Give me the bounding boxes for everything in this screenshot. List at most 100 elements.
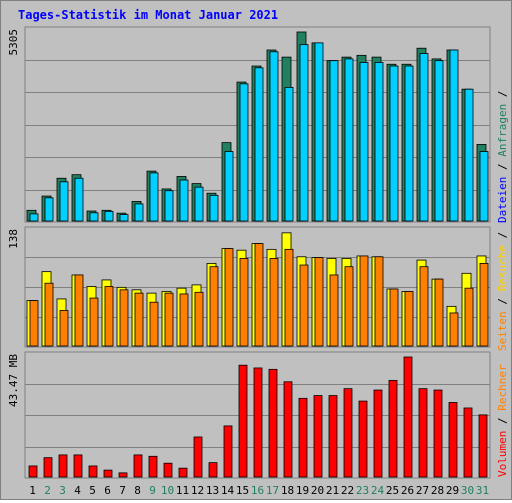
chart-title: Tages-Statistik im Monat Januar 2021 <box>18 8 278 22</box>
side-legend-separator: / <box>496 411 509 431</box>
x-tick-label: 20 <box>311 484 324 497</box>
bar-seiten-day-4 <box>74 274 84 347</box>
x-tick-label: 18 <box>281 484 294 497</box>
bar-dateien-day-12 <box>194 186 204 222</box>
bar-seiten-day-9 <box>149 301 159 347</box>
bar-volumen-day-6 <box>103 469 113 478</box>
x-tick-label: 13 <box>206 484 219 497</box>
side-legend-separator: / <box>496 91 509 104</box>
x-tick-label: 9 <box>149 484 156 497</box>
bar-dateien-day-30 <box>464 88 474 222</box>
x-tick-label: 4 <box>74 484 81 497</box>
bar-volumen-day-8 <box>133 454 143 478</box>
bar-seiten-day-31 <box>479 262 489 347</box>
side-legend-primary: Seiten <box>496 311 509 351</box>
bar-volumen-day-24 <box>373 389 383 478</box>
bar-seiten-day-18 <box>284 248 294 347</box>
side-legend-separator: / <box>496 291 509 311</box>
bar-seiten-day-8 <box>134 292 144 347</box>
bar-volumen-day-2 <box>43 457 53 478</box>
bar-seiten-day-17 <box>269 258 279 347</box>
bar-volumen-day-23 <box>358 400 368 478</box>
x-tick-label: 2 <box>44 484 51 497</box>
bar-seiten-day-5 <box>89 297 99 347</box>
x-tick-label: 1 <box>29 484 36 497</box>
bar-dateien-day-6 <box>104 210 114 222</box>
x-tick-label: 22 <box>341 484 354 497</box>
bar-volumen-day-15 <box>238 364 248 478</box>
x-tick-label: 3 <box>59 484 66 497</box>
bar-seiten-day-11 <box>179 293 189 347</box>
bar-volumen-day-29 <box>448 402 458 478</box>
bar-dateien-day-1 <box>29 213 39 222</box>
bar-seiten-day-22 <box>344 266 354 347</box>
x-tick-label: 8 <box>134 484 141 497</box>
x-tick-label: 17 <box>266 484 279 497</box>
panel-2: 138 Seiten / Besuche / <box>7 226 509 351</box>
bar-volumen-day-13 <box>208 462 218 478</box>
bar-seiten-day-23 <box>359 255 369 347</box>
bar-volumen-day-9 <box>148 455 158 478</box>
bar-volumen-day-14 <box>223 425 233 478</box>
side-legend-secondary: Anfragen <box>496 104 509 157</box>
bar-dateien-day-25 <box>389 65 399 222</box>
bar-volumen-day-25 <box>388 379 398 478</box>
bar-seiten-day-16 <box>254 243 264 347</box>
bar-seiten-day-15 <box>239 258 249 347</box>
bar-volumen-day-28 <box>433 389 443 478</box>
side-legend: Seiten / Besuche / <box>496 232 509 351</box>
bar-volumen-day-17 <box>268 368 278 478</box>
bar-seiten-day-13 <box>209 266 219 347</box>
bar-seiten-day-3 <box>59 310 69 347</box>
x-tick-label: 26 <box>401 484 414 497</box>
bar-dateien-day-3 <box>59 181 69 222</box>
bar-dateien-day-14 <box>224 151 234 222</box>
bar-dateien-day-19 <box>299 44 309 222</box>
bar-seiten-day-2 <box>44 282 54 347</box>
x-tick-label: 14 <box>221 484 235 497</box>
bar-volumen-day-21 <box>328 395 338 478</box>
y-max-label: 138 <box>7 229 20 249</box>
bar-dateien-day-13 <box>209 194 219 222</box>
bar-volumen-day-27 <box>418 388 428 478</box>
side-legend: Volumen / Rechner <box>496 364 509 477</box>
bar-dateien-day-31 <box>479 151 489 222</box>
bar-seiten-day-25 <box>389 288 399 347</box>
bar-dateien-day-4 <box>74 177 84 222</box>
bar-volumen-day-1 <box>28 465 38 478</box>
bar-volumen-day-4 <box>73 454 83 478</box>
side-legend: Dateien / Anfragen / <box>496 91 509 223</box>
bar-volumen-day-18 <box>283 381 293 478</box>
bar-seiten-day-10 <box>164 292 174 347</box>
x-tick-label: 5 <box>89 484 96 497</box>
bar-dateien-day-24 <box>374 62 384 222</box>
bar-seiten-day-27 <box>419 266 429 347</box>
bar-seiten-day-14 <box>224 248 234 347</box>
x-tick-label: 31 <box>476 484 489 497</box>
bar-seiten-day-19 <box>299 264 309 347</box>
side-legend-separator: / <box>496 157 509 177</box>
bar-dateien-day-26 <box>404 65 414 222</box>
x-tick-label: 6 <box>104 484 111 497</box>
bar-volumen-day-5 <box>88 465 98 478</box>
bar-volumen-day-20 <box>313 395 323 478</box>
bar-dateien-day-11 <box>179 179 189 222</box>
bar-volumen-day-22 <box>343 388 353 478</box>
bar-dateien-day-8 <box>134 203 144 222</box>
bar-dateien-day-7 <box>119 214 129 222</box>
bar-volumen-day-12 <box>193 436 203 478</box>
bar-dateien-day-16 <box>254 67 264 222</box>
bar-dateien-day-17 <box>269 51 279 222</box>
bar-dateien-day-28 <box>434 60 444 222</box>
bar-seiten-day-28 <box>434 278 444 347</box>
x-tick-label: 21 <box>326 484 339 497</box>
x-tick-label: 27 <box>416 484 429 497</box>
bar-volumen-day-3 <box>58 454 68 478</box>
side-legend-secondary: Rechner <box>496 364 509 411</box>
side-legend-primary: Volumen <box>496 431 509 477</box>
bar-dateien-day-15 <box>239 83 249 222</box>
panel-1: 5305 Dateien / Anfragen / <box>7 26 509 223</box>
x-tick-label: 16 <box>251 484 264 497</box>
